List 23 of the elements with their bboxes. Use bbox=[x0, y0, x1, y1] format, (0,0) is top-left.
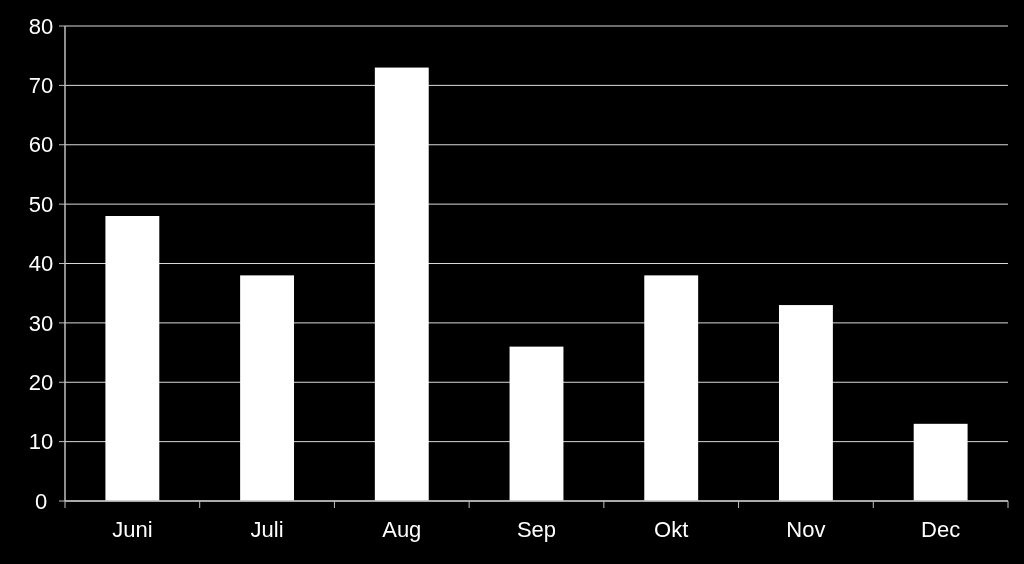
x-tick-label: Okt bbox=[654, 517, 689, 542]
y-tick-label: 80 bbox=[28, 13, 54, 39]
x-tick-label: Aug bbox=[382, 517, 422, 542]
bar bbox=[778, 305, 833, 501]
x-tick-label: Juli bbox=[250, 517, 284, 542]
y-tick-label: 30 bbox=[28, 310, 54, 336]
bar bbox=[913, 423, 968, 501]
x-tick-label: Dec bbox=[921, 517, 961, 542]
y-tick-label: 40 bbox=[28, 251, 54, 277]
y-tick-label: 10 bbox=[28, 429, 54, 455]
y-tick-label: 20 bbox=[28, 369, 54, 395]
y-tick-label: 50 bbox=[28, 191, 54, 217]
bar bbox=[105, 216, 160, 501]
bar bbox=[240, 275, 295, 501]
bar bbox=[374, 67, 429, 501]
bar bbox=[644, 275, 699, 501]
y-tick-label: 60 bbox=[28, 132, 54, 158]
y-tick-label: 0 bbox=[34, 488, 48, 514]
x-tick-label: Juni bbox=[112, 517, 153, 542]
x-tick-label: Nov bbox=[786, 517, 826, 542]
bar bbox=[509, 346, 564, 501]
y-tick-label: 70 bbox=[28, 73, 54, 99]
x-tick-label: Sep bbox=[516, 517, 557, 542]
